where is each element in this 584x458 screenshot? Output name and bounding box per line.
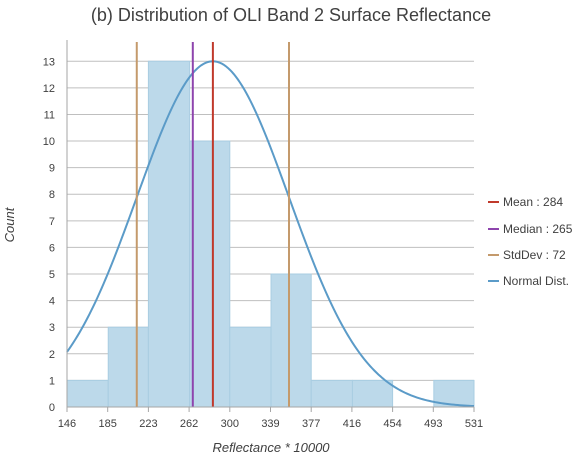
y-tick-label: 10 [43, 136, 55, 148]
histogram-bar [189, 140, 231, 408]
x-tick-labels: 146 185 223 262 300 339 377 416 454 493 531 [58, 407, 483, 430]
histogram-bar [310, 379, 353, 408]
x-tick-label: 377 [302, 418, 320, 430]
y-tick-label: 12 [43, 83, 55, 95]
legend-label: Median : 265 [503, 222, 573, 236]
normal-distribution-curve [66, 60, 475, 408]
normal-curve-layer [66, 60, 475, 408]
y-axis-label: Count [2, 206, 17, 242]
y-tick-label: 13 [43, 56, 55, 68]
chart-title: (b) Distribution of OLI Band 2 Surface R… [91, 5, 491, 25]
histogram-bar [351, 379, 394, 408]
x-tick-label: 416 [343, 418, 361, 430]
histogram-bar [66, 379, 109, 408]
x-tick-label: 146 [58, 418, 76, 430]
y-tick-label: 6 [49, 242, 55, 254]
legend-label: Normal Dist. [503, 274, 569, 288]
y-tick-label: 11 [44, 109, 55, 121]
legend-label: Mean : 284 [503, 195, 563, 209]
x-tick-label: 262 [180, 418, 198, 430]
x-tick-label: 300 [221, 418, 239, 430]
histogram-bars [66, 60, 475, 408]
legend-label: StdDev : 72 [503, 248, 566, 262]
x-tick-label: 223 [139, 418, 157, 430]
y-tick-label: 4 [49, 296, 55, 308]
histogram-bar [229, 326, 272, 408]
y-tick-label: 5 [49, 269, 55, 281]
legend: Mean : 284 Median : 265 StdDev : 72 Normal … [488, 195, 573, 288]
histogram-bar [147, 60, 191, 408]
y-tick-label: 9 [49, 163, 55, 175]
y-tick-label: 1 [49, 375, 55, 387]
y-tick-label: 8 [49, 189, 55, 201]
x-tick-label: 185 [99, 418, 117, 430]
y-tick-label: 2 [49, 349, 55, 361]
statistic-lines [135, 42, 290, 407]
x-tick-label: 493 [424, 418, 442, 430]
x-tick-label: 531 [465, 418, 483, 430]
x-tick-label: 339 [261, 418, 279, 430]
y-tick-label: 0 [49, 402, 55, 414]
x-axis-label: Reflectance * 10000 [212, 440, 330, 455]
histogram-bar [270, 273, 312, 408]
y-tick-label: 3 [49, 322, 55, 334]
y-tick-label: 7 [49, 216, 55, 228]
x-tick-label: 454 [383, 418, 401, 430]
histogram-bar [107, 326, 149, 408]
